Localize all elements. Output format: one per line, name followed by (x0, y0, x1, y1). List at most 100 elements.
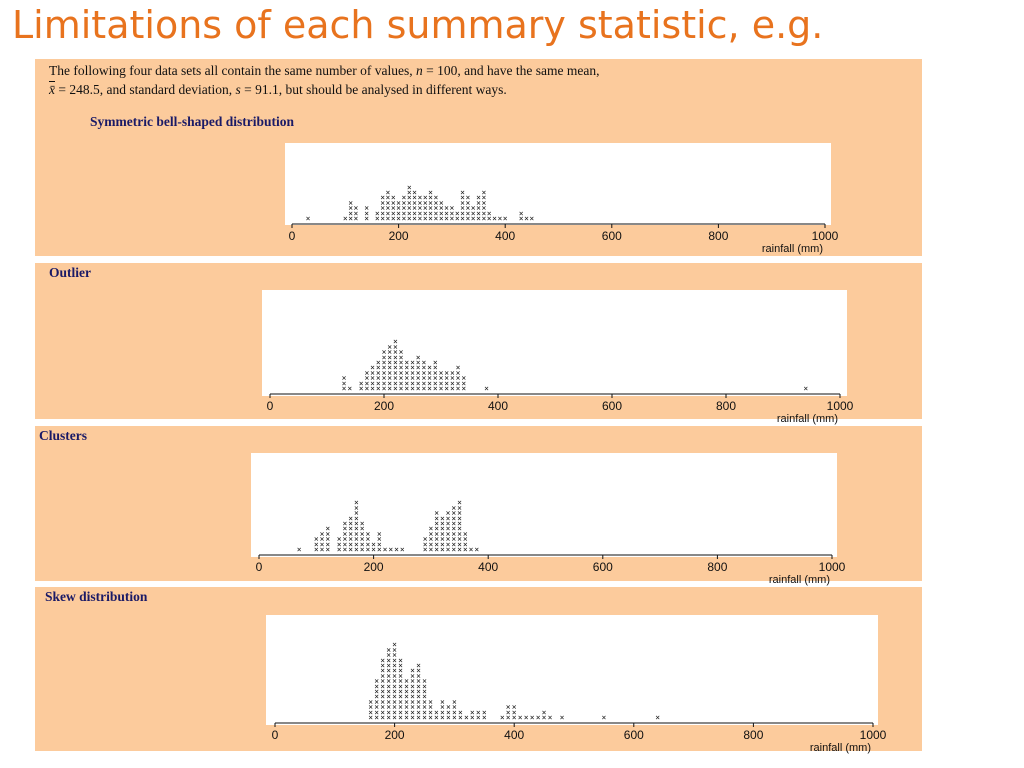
data-point: × (451, 514, 456, 523)
x-tick-label: 0 (256, 560, 263, 574)
data-point: × (368, 697, 373, 706)
data-point: × (314, 535, 319, 544)
data-point: × (348, 204, 353, 213)
data-point: × (439, 379, 444, 388)
intro-line1-pre: The following four data sets all contain… (49, 63, 417, 78)
data-point: × (371, 540, 376, 549)
data-point: × (422, 692, 427, 701)
intro-sd-value: = 91.1, but should be analysed in differ… (240, 82, 507, 97)
data-point: × (421, 374, 426, 383)
data-point: × (387, 358, 392, 367)
data-point: × (484, 384, 489, 393)
data-point: × (548, 713, 553, 722)
data-point: × (392, 692, 397, 701)
data-point: × (440, 519, 445, 528)
data-point: × (440, 540, 445, 549)
data-point: × (398, 692, 403, 701)
data-point: × (382, 379, 387, 388)
data-point: × (387, 368, 392, 377)
data-point: × (460, 209, 465, 218)
data-point: × (446, 529, 451, 538)
data-point: × (386, 651, 391, 660)
data-point: × (386, 703, 391, 712)
x-tick-label: 0 (267, 399, 274, 413)
data-point: × (404, 379, 409, 388)
data-point: × (354, 545, 359, 554)
data-point: × (354, 509, 359, 518)
data-point: × (469, 545, 474, 554)
data-point: × (460, 204, 465, 213)
data-point: × (440, 514, 445, 523)
data-point: × (440, 545, 445, 554)
data-point: × (423, 540, 428, 549)
data-point: × (387, 342, 392, 351)
data-point: × (364, 368, 369, 377)
intro-mean-value: = 248.5, and standard deviation, (55, 82, 236, 97)
data-point: × (320, 540, 325, 549)
data-point: × (416, 379, 421, 388)
data-point: × (398, 671, 403, 680)
panel-skew: Skew distribution 0 200 400 600 800 1000 rainf… (35, 587, 922, 754)
data-point: × (337, 540, 342, 549)
data-point: × (392, 708, 397, 717)
data-point: × (444, 214, 449, 223)
data-point: × (428, 188, 433, 197)
data-point: × (374, 677, 379, 686)
data-point: × (359, 384, 364, 393)
data-point: × (392, 687, 397, 696)
data-point: × (428, 708, 433, 717)
data-point: × (519, 209, 524, 218)
data-point: × (402, 204, 407, 213)
data-point: × (348, 524, 353, 533)
data-point: × (416, 677, 421, 686)
data-point: × (391, 214, 396, 223)
x-axis-label: rainfall (mm) (769, 574, 830, 586)
data-point: × (481, 193, 486, 202)
data-point: × (497, 214, 502, 223)
data-point: × (418, 209, 423, 218)
data-point: × (404, 713, 409, 722)
data-point: × (404, 363, 409, 372)
data-point: × (446, 703, 451, 712)
data-point: × (387, 379, 392, 388)
data-point: × (450, 379, 455, 388)
x-tick-label: 800 (743, 728, 763, 742)
data-point: × (481, 209, 486, 218)
data-point: × (457, 540, 462, 549)
data-point: × (382, 348, 387, 357)
x-tick-label: 800 (707, 560, 727, 574)
intro-s-symbol: s (235, 82, 241, 97)
data-point: × (348, 514, 353, 523)
data-point: × (433, 204, 438, 213)
data-point: × (428, 198, 433, 207)
data-point: × (416, 661, 421, 670)
data-point: × (382, 358, 387, 367)
data-point: × (422, 687, 427, 696)
data-point: × (446, 535, 451, 544)
chart-title-symmetric: Symmetric bell-shaped distribution (90, 114, 295, 129)
data-point: × (380, 713, 385, 722)
data-point: × (297, 545, 302, 554)
data-point: × (404, 703, 409, 712)
data-point: × (343, 545, 348, 554)
data-point: × (451, 540, 456, 549)
x-tick-label: 400 (504, 728, 524, 742)
data-point: × (386, 645, 391, 654)
data-point: × (412, 204, 417, 213)
data-point: × (416, 703, 421, 712)
data-point: × (398, 708, 403, 717)
data-point: × (422, 713, 427, 722)
data-point: × (382, 353, 387, 362)
data-point: × (376, 368, 381, 377)
data-point: × (452, 708, 457, 717)
data-point: × (452, 703, 457, 712)
data-point: × (392, 682, 397, 691)
data-point: × (474, 545, 479, 554)
data-point: × (476, 204, 481, 213)
data-point: × (402, 214, 407, 223)
data-point: × (440, 524, 445, 533)
data-point: × (422, 697, 427, 706)
data-point: × (428, 204, 433, 213)
data-point: × (392, 651, 397, 660)
